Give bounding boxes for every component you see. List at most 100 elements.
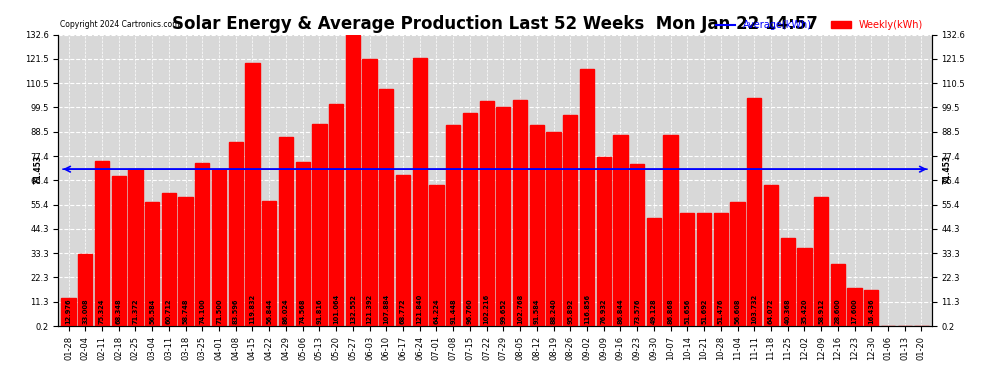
Bar	[563, 116, 577, 327]
Text: 56.844: 56.844	[266, 299, 272, 324]
Bar	[614, 135, 628, 327]
Bar	[462, 114, 477, 327]
Text: 71.372: 71.372	[133, 298, 139, 324]
Bar	[731, 202, 744, 327]
Bar	[546, 132, 560, 327]
Bar	[61, 298, 75, 327]
Bar	[446, 125, 460, 327]
Bar	[663, 135, 678, 327]
Text: 83.596: 83.596	[233, 299, 239, 324]
Bar	[296, 162, 310, 327]
Text: 16.436: 16.436	[868, 298, 874, 324]
Text: 91.584: 91.584	[534, 299, 540, 324]
Text: 56.584: 56.584	[149, 299, 155, 324]
Text: 91.816: 91.816	[317, 298, 323, 324]
Bar	[630, 165, 644, 327]
Text: 12.976: 12.976	[65, 298, 71, 324]
Text: 132.552: 132.552	[349, 294, 355, 324]
Bar	[764, 185, 778, 327]
Text: 28.600: 28.600	[835, 298, 841, 324]
Bar	[346, 34, 360, 327]
Bar	[831, 264, 844, 327]
Text: 51.476: 51.476	[718, 299, 724, 324]
Text: 74.568: 74.568	[300, 299, 306, 324]
Bar	[680, 213, 694, 327]
Text: 51.692: 51.692	[701, 299, 707, 324]
Bar	[847, 288, 861, 327]
Text: 75.324: 75.324	[99, 299, 105, 324]
Text: 119.832: 119.832	[249, 294, 255, 324]
Text: 116.856: 116.856	[584, 294, 590, 324]
Bar	[279, 137, 293, 327]
Text: 76.932: 76.932	[601, 298, 607, 324]
Text: 121.840: 121.840	[417, 294, 423, 324]
Text: 71.500: 71.500	[216, 299, 222, 324]
Text: 86.868: 86.868	[667, 298, 673, 324]
Bar	[430, 185, 444, 327]
Bar	[362, 59, 376, 327]
Text: 33.008: 33.008	[82, 298, 88, 324]
Text: 99.652: 99.652	[500, 299, 506, 324]
Text: 88.240: 88.240	[550, 298, 556, 324]
Text: 64.224: 64.224	[434, 298, 440, 324]
Text: 51.656: 51.656	[684, 299, 690, 324]
Text: 60.712: 60.712	[166, 298, 172, 324]
Bar	[797, 249, 812, 327]
Text: 102.216: 102.216	[484, 294, 490, 324]
Text: 56.608: 56.608	[735, 299, 741, 324]
Text: Copyright 2024 Cartronics.com: Copyright 2024 Cartronics.com	[60, 20, 179, 29]
Text: 68.772: 68.772	[400, 298, 406, 324]
Text: 101.064: 101.064	[333, 294, 340, 324]
Text: 121.392: 121.392	[366, 294, 372, 324]
Bar	[697, 213, 711, 327]
Bar	[864, 290, 878, 327]
Text: 102.768: 102.768	[517, 294, 523, 324]
Bar	[195, 164, 210, 327]
Bar	[530, 125, 544, 327]
Text: 58.912: 58.912	[818, 299, 824, 324]
Bar	[714, 213, 728, 327]
Bar	[396, 175, 410, 327]
Bar	[646, 218, 661, 327]
Text: 107.884: 107.884	[383, 294, 389, 324]
Bar	[95, 160, 109, 327]
Bar	[262, 201, 276, 327]
Text: 91.448: 91.448	[450, 298, 456, 324]
Bar	[78, 254, 92, 327]
Bar	[112, 176, 126, 327]
Bar	[479, 102, 494, 327]
Bar	[780, 238, 795, 327]
Bar	[312, 124, 327, 327]
Bar	[329, 104, 344, 327]
Bar	[747, 98, 761, 327]
Bar	[496, 107, 511, 327]
Bar	[413, 58, 427, 327]
Text: 74.100: 74.100	[199, 298, 205, 324]
Bar	[580, 69, 594, 327]
Text: 86.024: 86.024	[283, 298, 289, 324]
Text: 73.576: 73.576	[635, 299, 641, 324]
Bar	[597, 157, 611, 327]
Text: 35.420: 35.420	[801, 299, 808, 324]
Bar	[379, 89, 393, 327]
Bar	[146, 202, 159, 327]
Text: 64.072: 64.072	[768, 298, 774, 324]
Text: 71.453: 71.453	[34, 154, 43, 184]
Title: Solar Energy & Average Production Last 52 Weeks  Mon Jan 22 14:57: Solar Energy & Average Production Last 5…	[172, 15, 818, 33]
Bar	[246, 63, 259, 327]
Text: 68.348: 68.348	[116, 298, 122, 324]
Text: 71.453: 71.453	[942, 154, 951, 184]
Text: 58.748: 58.748	[182, 299, 189, 324]
Bar	[513, 100, 528, 327]
Bar	[129, 170, 143, 327]
Bar	[212, 169, 226, 327]
Bar	[814, 197, 829, 327]
Text: 95.892: 95.892	[567, 299, 573, 324]
Text: 103.732: 103.732	[751, 294, 757, 324]
Text: 96.760: 96.760	[467, 298, 473, 324]
Text: 40.368: 40.368	[785, 298, 791, 324]
Legend: Average(kWh), Weekly(kWh): Average(kWh), Weekly(kWh)	[712, 16, 927, 34]
Bar	[229, 142, 243, 327]
Text: 49.128: 49.128	[650, 298, 657, 324]
Bar	[161, 193, 176, 327]
